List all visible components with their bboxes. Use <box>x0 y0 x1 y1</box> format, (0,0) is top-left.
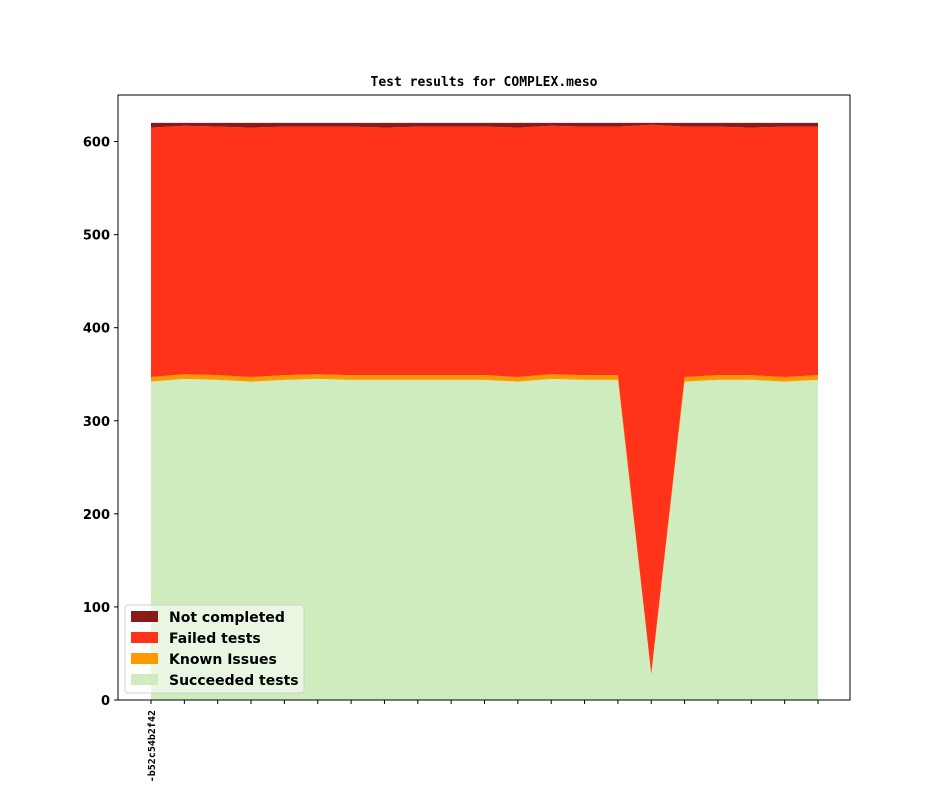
area-series-group <box>151 122 818 700</box>
chart-title: Test results for COMPLEX.meso <box>371 75 598 90</box>
y-tick-label: 0 <box>101 694 110 709</box>
legend-box <box>124 604 305 694</box>
legend-swatch-failed-tests <box>131 632 158 643</box>
y-tick-label: 300 <box>83 415 110 430</box>
area-succeeded-tests <box>151 378 818 700</box>
y-axis: 0 100 200 300 400 500 600 <box>83 136 118 709</box>
y-tick-label: 400 <box>83 322 110 337</box>
y-tick-label: 100 <box>83 601 110 616</box>
area-not-completed <box>151 122 818 128</box>
legend-swatch-succeeded-tests <box>131 674 158 685</box>
y-tick-label: 200 <box>83 508 110 523</box>
legend-swatch-not-completed <box>131 611 158 622</box>
legend-label-succeeded-tests: Succeeded tests <box>169 673 299 689</box>
x-axis: -b52c54b2f42 <box>147 700 819 782</box>
legend: Not completed Failed tests Known Issues Suc… <box>124 604 305 694</box>
legend-label-known-issues: Known Issues <box>169 652 277 668</box>
legend-label-not-completed: Not completed <box>169 610 285 626</box>
area-failed-tests <box>151 124 818 674</box>
x-tick-label: -b52c54b2f42 <box>147 710 158 782</box>
y-tick-label: 600 <box>83 136 110 151</box>
legend-label-failed-tests: Failed tests <box>169 631 261 647</box>
legend-swatch-known-issues <box>131 653 158 664</box>
y-tick-label: 500 <box>83 229 110 244</box>
